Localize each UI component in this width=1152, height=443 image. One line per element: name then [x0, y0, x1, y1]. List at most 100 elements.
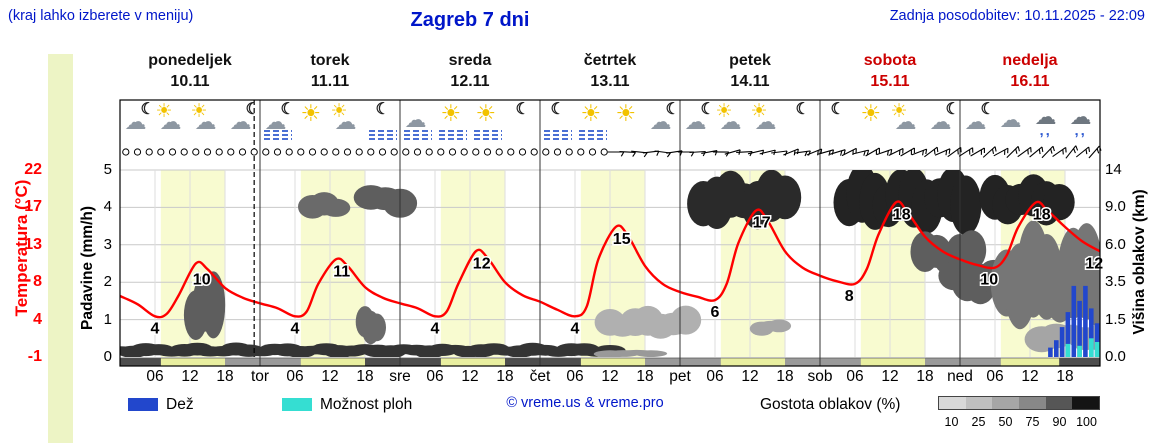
temp-tick: 22	[24, 161, 42, 178]
wind-barb-icon	[806, 148, 822, 156]
wind-barb-icon	[1029, 146, 1043, 158]
temperature-label: 4	[291, 320, 300, 337]
x-hour-label: 12	[181, 368, 199, 385]
x-hour-label: 06	[286, 368, 304, 385]
day-name: sreda	[448, 52, 492, 69]
wind-barb-icon	[666, 150, 683, 154]
cloudh-tick: 0.0	[1105, 348, 1126, 365]
x-day-abbr: tor	[250, 368, 270, 385]
temperature-label: 10	[980, 272, 998, 289]
day-name: ponedeljek	[148, 52, 232, 69]
wind-barb-icon	[865, 147, 880, 157]
day-date: 10.11	[170, 73, 210, 90]
wind-barb-icon	[947, 146, 962, 158]
temperature-label: 8	[845, 288, 854, 305]
last-update: Zadnja posodobitev: 10.11.2025 - 22:09	[889, 8, 1145, 24]
x-hour-label: 06	[846, 368, 864, 385]
precip-tick: 2	[103, 273, 112, 291]
day-header-petek: petek 14.11	[680, 52, 820, 91]
day-name: petek	[729, 52, 771, 69]
rain-bar	[1077, 300, 1082, 357]
x-day-abbr: ned	[947, 368, 973, 385]
x-hour-label: 12	[461, 368, 479, 385]
day-date: 13.11	[590, 73, 630, 90]
precip-tick: 5	[103, 161, 112, 178]
temperature-label: 4	[151, 320, 160, 337]
x-hour-label: 18	[1056, 368, 1074, 385]
calm-wind-icon	[145, 148, 153, 156]
x-day-abbr: sre	[389, 368, 411, 385]
x-hour-label: 06	[986, 368, 1004, 385]
temperature-label: 4	[571, 320, 580, 337]
calm-wind-icon	[588, 148, 597, 156]
rain-legend-label: Dež	[166, 396, 194, 413]
calm-wind-icon	[413, 148, 422, 156]
day-header-ponedeljek: ponedeljek 10.11	[120, 52, 260, 91]
x-day-abbr: sob	[807, 368, 833, 385]
day-name: četrtek	[583, 52, 637, 69]
scale-cell	[1072, 397, 1100, 409]
day-header-torek: torek 11.11	[260, 52, 400, 91]
temperature-label: 11	[333, 263, 350, 280]
x-hour-label: 18	[636, 368, 654, 385]
calm-wind-icon	[285, 148, 293, 156]
wind-barb-icon	[1041, 145, 1054, 159]
temperature-label: 12	[473, 255, 491, 272]
day-name: torek	[310, 52, 350, 69]
cloud-shading	[120, 170, 1100, 357]
calm-wind-icon	[227, 148, 235, 156]
calm-wind-icon	[390, 148, 398, 156]
temperature-label: 10	[193, 272, 211, 289]
cloud-density-scale	[938, 396, 1100, 410]
temperature-label: 4	[431, 320, 440, 337]
wind-barb-icon	[1088, 145, 1100, 159]
calm-wind-icon	[483, 148, 492, 156]
rain-bar	[1071, 285, 1077, 357]
x-hour-label: 18	[216, 368, 234, 385]
wind-barb-icon	[759, 149, 776, 155]
chart-frame	[119, 99, 1101, 367]
calm-wind-icon	[553, 148, 562, 156]
precip-tick: 1	[103, 310, 112, 328]
x-hour-label: 06	[426, 368, 444, 385]
scale-cell	[965, 397, 993, 409]
temperature-curve	[119, 200, 1101, 319]
rain-bar	[1089, 308, 1094, 357]
calm-wind-icon	[577, 148, 585, 156]
wind-barb-icon	[736, 151, 753, 153]
calm-wind-icon	[308, 148, 317, 156]
wind-barb-icon	[970, 147, 985, 157]
wind-barb-icon	[1075, 146, 1090, 158]
x-hour-label: 18	[496, 368, 514, 385]
temperature-label: 18	[1033, 207, 1051, 224]
day-name: sobota	[863, 52, 917, 69]
scale-label: 90	[1052, 415, 1067, 429]
daylight-band	[440, 170, 505, 357]
day-date: 11.11	[310, 73, 350, 90]
x-hour-label: 18	[916, 368, 934, 385]
wind-barb-icon	[841, 147, 857, 157]
x-hour-label: 12	[321, 368, 339, 385]
calm-wind-icon	[355, 148, 363, 156]
wind-barb-icon	[619, 151, 636, 153]
scale-label: 50	[998, 415, 1013, 429]
page-title: Zagreb 7 dni	[410, 9, 530, 31]
day-headers: ponedeljek 10.11 torek 11.11 sreda 12.11 četrt…	[0, 52, 1152, 98]
calm-wind-icon	[507, 148, 515, 156]
calm-wind-icon	[472, 148, 480, 156]
x-hour-label: 12	[601, 368, 619, 385]
calm-wind-icon	[542, 148, 550, 156]
precip-tick: 4	[103, 198, 112, 216]
wind-barb-icon	[1052, 146, 1067, 158]
wind-barb-icon	[689, 150, 706, 154]
day-date: 12.11	[450, 73, 490, 90]
calm-wind-icon	[460, 148, 468, 156]
calm-wind-icon	[250, 148, 258, 156]
calm-wind-icon	[402, 148, 410, 156]
wind-barb-icon	[1006, 146, 1019, 158]
wind-barb-icon	[771, 150, 788, 154]
temp-tick: -1	[27, 348, 42, 365]
day-date: 14.11	[730, 73, 770, 90]
